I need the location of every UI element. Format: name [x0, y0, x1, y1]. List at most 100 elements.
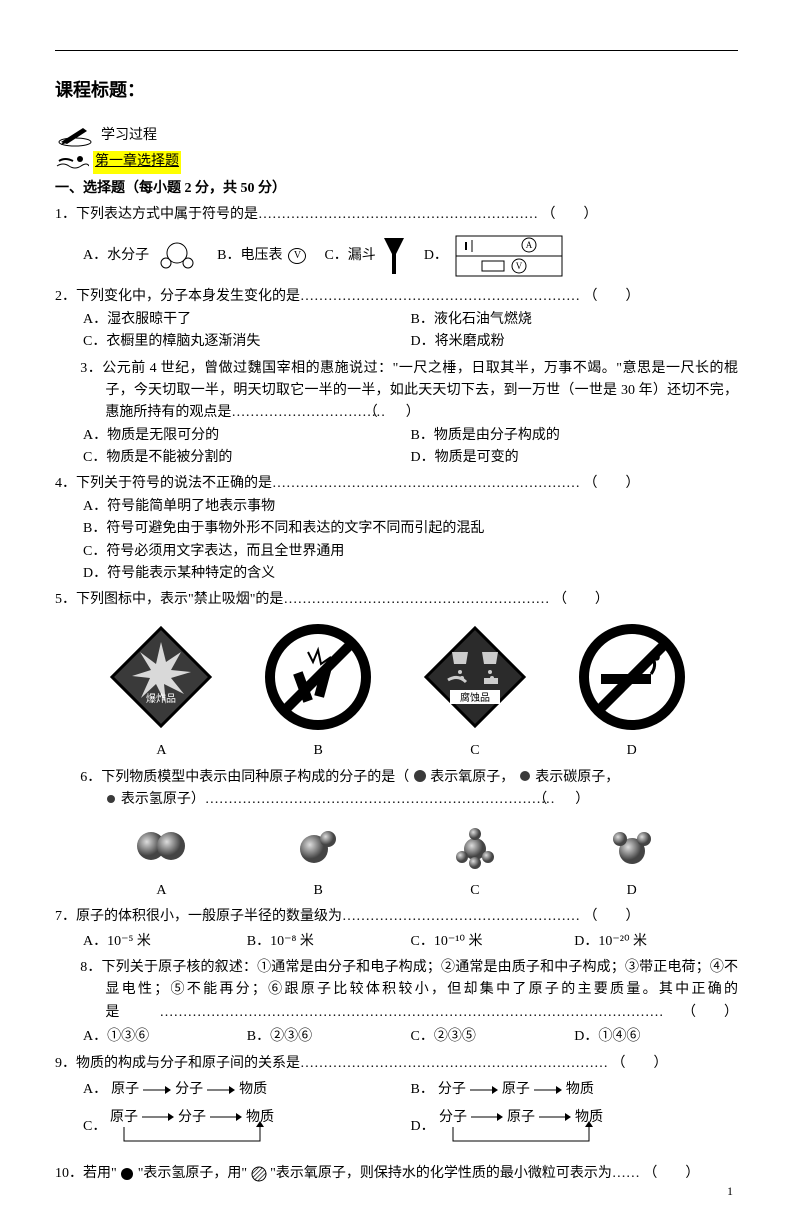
q6-legend-c: 表示碳原子，	[535, 770, 619, 785]
atom-word: 原子	[111, 1079, 139, 1101]
section-intro: 一、选择题（每小题 2 分，共 50 分）	[55, 178, 738, 200]
q5-label-b: B	[240, 740, 397, 762]
q5-label-a: A	[83, 740, 240, 762]
molecule-c-icon	[435, 821, 515, 871]
q7-c: C．10⁻¹⁰ 米	[411, 931, 575, 953]
answer-paren: （ ）	[643, 1163, 699, 1185]
question-10: 10．若用" "表示氢原子，用" "表示氧原子，则保持水的化学性质的最小微粒可表…	[55, 1163, 738, 1185]
question-6: 6．下列物质模型中表示由同种原子构成的分子的是（ 表示氧原子， 表示碳原子， 表…	[55, 767, 738, 812]
q5-sign-d	[553, 622, 710, 740]
circuit-diagram-icon: A V	[454, 234, 564, 278]
q5-sign-a: 爆炸品	[83, 622, 240, 740]
q6-label-d: D	[553, 880, 710, 902]
question-1: 1．下列表达方式中属于符号的是…………………………………………………… （ ） …	[55, 204, 738, 278]
q7-a: A．10⁻⁵ 米	[83, 931, 247, 953]
q7-b: B．10⁻⁸ 米	[247, 931, 411, 953]
question-8: 8．下列关于原子核的叙述：①通常是由分子和电子构成；②通常是由质子和中子构成；③…	[55, 957, 738, 1024]
svg-text:V: V	[516, 261, 523, 271]
chapter-row: 第一章选择题	[55, 151, 738, 173]
no-fireworks-sign-icon	[263, 622, 373, 732]
answer-paren: （ ）	[558, 789, 589, 811]
top-rule	[55, 50, 738, 51]
hatched-circle-icon	[251, 1166, 267, 1182]
answer-paren: （ ）	[707, 1002, 738, 1024]
q9-b-label: B．	[411, 1079, 434, 1101]
q9-c-label: C．	[83, 1116, 106, 1138]
arrow-right-icon	[470, 1084, 498, 1096]
no-smoking-sign-icon	[577, 622, 687, 732]
q6-model-c	[397, 821, 554, 879]
q1-opt-c: C．漏斗	[324, 236, 405, 276]
q9-d-label: D．	[411, 1116, 435, 1138]
q9-b-sequence: 分子 原子 物质	[438, 1079, 594, 1101]
q6-stem-pre: 6．下列物质模型中表示由同种原子构成的分子的是（	[80, 770, 409, 785]
q9-c: C． 原子 分子 物质	[83, 1107, 411, 1147]
pen-notebook-icon	[55, 125, 95, 147]
q3-d: D．物质是可变的	[411, 447, 739, 469]
course-title: 课程标题：	[55, 76, 738, 105]
q7-stem: 7．原子的体积很小，一般原子半径的数量级为	[55, 909, 342, 924]
svg-text:A: A	[526, 240, 533, 250]
hydrogen-atom-icon	[105, 793, 117, 805]
q2-a: A．湿衣服晾干了	[83, 309, 411, 331]
q1-opt-b: B．电压表 V	[217, 245, 306, 267]
molecule-word: 分子	[438, 1079, 466, 1101]
svg-text:原子: 原子	[507, 1109, 535, 1125]
q9-d: D． 分子 原子 物质	[411, 1107, 739, 1147]
q5-sign-b	[240, 622, 397, 740]
chapter-title-highlight: 第一章选择题	[93, 151, 181, 173]
q8-a: A．①③⑥	[83, 1026, 247, 1048]
leader-dots: ……………………………	[231, 405, 385, 420]
q3-b: B．物质是由分子构成的	[411, 425, 739, 447]
q3-c: C．物质是不能被分割的	[83, 447, 411, 469]
answer-paren: （ ）	[542, 204, 598, 226]
matter-word: 物质	[239, 1079, 267, 1101]
q9-b: B． 分子 原子 物质	[411, 1079, 739, 1101]
q6-label-c: C	[397, 880, 554, 902]
svg-text:分子: 分子	[178, 1109, 206, 1125]
q2-d: D．将米磨成粉	[411, 331, 739, 353]
answer-paren: （ ）	[584, 473, 640, 495]
voltmeter-icon: V	[288, 248, 306, 264]
q6-label-a: A	[83, 880, 240, 902]
q6-legend-o: 表示氧原子，	[430, 770, 514, 785]
question-3: 3．公元前 4 世纪，曾做过魏国宰相的惠施说过："一尺之棰，日取其半，万事不竭。…	[55, 358, 738, 425]
q9-a-sequence: 原子 分子 物质	[111, 1079, 267, 1101]
q9-d-diagram: 分子 原子 物质	[439, 1107, 659, 1147]
page-number: 1	[727, 1182, 733, 1201]
question-9: 9．物质的构成与分子和原子间的关系是……………………………………………………………	[55, 1053, 738, 1154]
oxygen-atom-icon	[413, 769, 427, 783]
swimmer-icon	[55, 153, 89, 171]
water-molecule-icon	[155, 240, 199, 272]
q8-d: D．①④⑥	[574, 1026, 738, 1048]
svg-text:爆炸品: 爆炸品	[146, 693, 176, 705]
answer-paren: （ ）	[584, 906, 640, 928]
answer-paren: （ ）	[553, 589, 609, 611]
q1-c-label: C．漏斗	[324, 245, 375, 267]
q5-stem: 5．下列图标中，表示"禁止吸烟"的是	[55, 592, 283, 607]
q1-a-label: A．水分子	[83, 245, 149, 267]
arrow-right-icon	[143, 1084, 171, 1096]
q4-d: D．符号能表示某种特定的含义	[83, 563, 738, 585]
carbon-atom-icon	[518, 769, 532, 783]
answer-paren: （ ）	[584, 286, 640, 308]
svg-text:腐蚀品: 腐蚀品	[460, 691, 490, 704]
q8-b: B．②③⑥	[247, 1026, 411, 1048]
svg-text:分子: 分子	[439, 1109, 467, 1125]
molecule-a-icon	[121, 821, 201, 871]
q10-stem-post: "表示氧原子，则保持水的化学性质的最小微粒可表示为	[270, 1166, 612, 1181]
q6-label-b: B	[240, 880, 397, 902]
q7-d: D．10⁻²⁰ 米	[574, 931, 738, 953]
answer-paren: （ ）	[389, 402, 420, 424]
q4-c: C．符号必须用文字表达，而且全世界通用	[83, 541, 738, 563]
molecule-d-icon	[592, 821, 672, 871]
solid-circle-icon	[120, 1167, 134, 1181]
q3-a: A．物质是无限可分的	[83, 425, 411, 447]
q1-b-label: B．电压表	[217, 245, 282, 267]
leader-dots: …………………………………………………	[283, 592, 549, 607]
arrow-right-icon	[534, 1084, 562, 1096]
leader-dots: ……………………………………………	[342, 909, 580, 924]
leader-dots: ……………………………………………………	[300, 289, 580, 304]
leader-dots: …………………………………………………………	[272, 476, 580, 491]
q5-label-c: C	[397, 740, 554, 762]
